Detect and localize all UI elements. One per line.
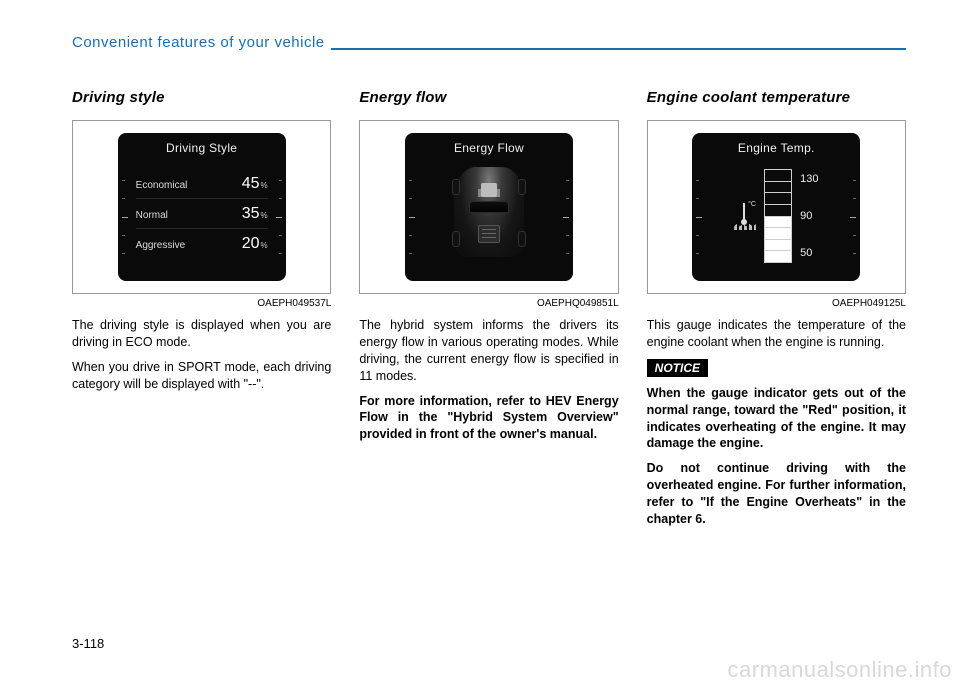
screen-engine-temp: Engine Temp. °C xyxy=(692,133,860,281)
paragraph: When you drive in SPORT mode, each drivi… xyxy=(72,359,331,393)
ds-row-aggressive: Aggressive 20% xyxy=(136,229,268,258)
ticks-left xyxy=(696,180,702,254)
paragraph-bold: For more information, refer to HEV Energ… xyxy=(359,393,618,444)
temp-label: 130 xyxy=(800,173,818,185)
paragraph: The hybrid system informs the driv­ers i… xyxy=(359,317,618,385)
ds-value: 35 xyxy=(242,205,260,222)
screen-title: Driving Style xyxy=(118,133,286,155)
screen-title: Engine Temp. xyxy=(692,133,860,155)
watermark: carmanualsonline.info xyxy=(727,657,952,683)
column-energy-flow: Energy flow Energy Flow xyxy=(359,89,618,536)
header-rule xyxy=(331,48,906,50)
celsius-mark: °C xyxy=(748,201,756,208)
paragraph: This gauge indicates the tempera­ture of… xyxy=(647,317,906,351)
heading-driving-style: Driving style xyxy=(72,89,331,106)
column-driving-style: Driving style Driving Style Economical 4… xyxy=(72,89,331,536)
battery-icon xyxy=(478,225,500,243)
ds-label: Normal xyxy=(136,210,168,221)
car-diagram xyxy=(454,167,524,257)
figure-energy-flow: Energy Flow xyxy=(359,120,618,294)
ds-row-normal: Normal 35% xyxy=(136,199,268,229)
ds-label: Aggressive xyxy=(136,240,185,251)
notice-badge: NOTICE xyxy=(647,359,708,377)
screen-energy-flow: Energy Flow xyxy=(405,133,573,281)
figure-label: OAEPHQ049851L xyxy=(359,298,618,309)
heading-engine-temp: Engine coolant temperature xyxy=(647,89,906,106)
ds-unit: % xyxy=(261,211,268,220)
page-number: 3-118 xyxy=(72,636,104,651)
screen-title: Energy Flow xyxy=(405,133,573,155)
ds-label: Economical xyxy=(136,180,188,191)
temp-scale-labels: 130 90 50 xyxy=(800,169,818,263)
temp-label: 90 xyxy=(800,210,818,222)
ticks-left xyxy=(409,180,415,254)
ticks-right xyxy=(850,180,856,254)
section-header: Convenient features of your vehicle xyxy=(72,34,325,51)
temp-label: 50 xyxy=(800,247,818,259)
figure-label: OAEPH049125L xyxy=(647,298,906,309)
engine-icon xyxy=(481,183,497,197)
heading-energy-flow: Energy flow xyxy=(359,89,618,106)
temp-gauge xyxy=(764,169,792,263)
thermometer-icon: °C xyxy=(734,203,756,229)
paragraph-bold: When the gauge indicator gets out of the… xyxy=(647,385,906,453)
ticks-right xyxy=(276,180,282,254)
ds-unit: % xyxy=(261,241,268,250)
ticks-right xyxy=(563,180,569,254)
column-engine-temp: Engine coolant temperature Engine Temp. … xyxy=(647,89,906,536)
figure-engine-temp: Engine Temp. °C xyxy=(647,120,906,294)
paragraph-bold: Do not continue driving with the overhea… xyxy=(647,460,906,528)
ds-value: 45 xyxy=(242,175,260,192)
figure-driving-style: Driving Style Economical 45% Normal xyxy=(72,120,331,294)
figure-label: OAEPH049537L xyxy=(72,298,331,309)
ds-unit: % xyxy=(261,181,268,190)
screen-driving-style: Driving Style Economical 45% Normal xyxy=(118,133,286,281)
ds-value: 20 xyxy=(242,235,260,252)
ticks-left xyxy=(122,180,128,254)
paragraph: The driving style is displayed when you … xyxy=(72,317,331,351)
ds-row-economical: Economical 45% xyxy=(136,169,268,199)
